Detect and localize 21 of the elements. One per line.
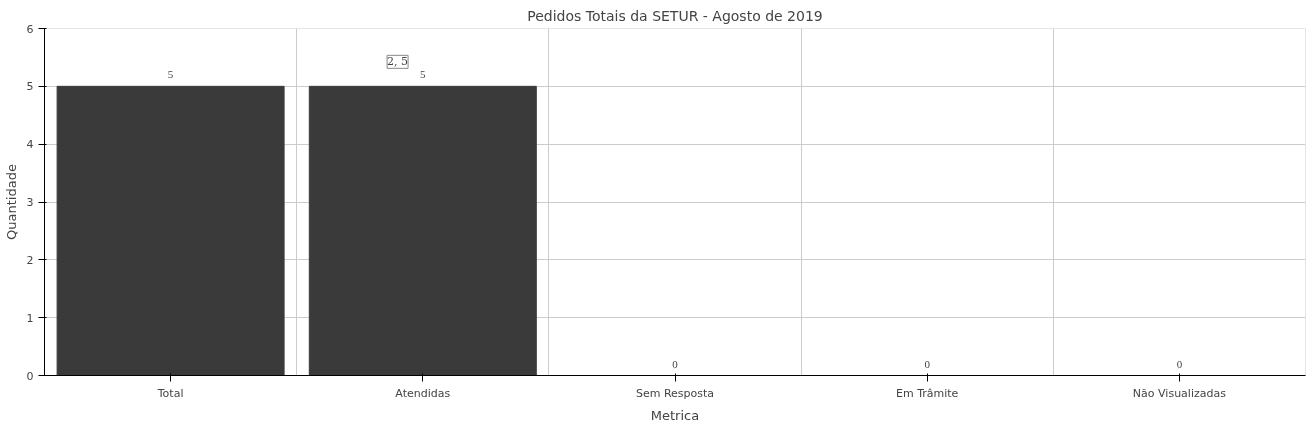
x-tick-label: Total bbox=[156, 386, 184, 400]
data-label: 0 bbox=[1176, 357, 1183, 370]
y-tick-label: 0 bbox=[26, 369, 34, 383]
y-tick-label: 5 bbox=[26, 80, 34, 94]
annotation: 2, 5 bbox=[387, 55, 409, 69]
x-tick-label: Atendidas bbox=[395, 386, 451, 400]
y-tick-label: 3 bbox=[26, 196, 34, 209]
x-tick-label: Em Trâmite bbox=[896, 386, 959, 400]
x-tick-label: Não Visualizadas bbox=[1132, 386, 1227, 400]
y-tick-label: 6 bbox=[26, 22, 34, 36]
y-tick-label: 2 bbox=[26, 253, 34, 267]
data-label: 5 bbox=[167, 68, 174, 81]
chart-title: Pedidos Totais da SETUR - Agosto de 2019 bbox=[527, 7, 823, 24]
x-axis-title: Metrica bbox=[650, 407, 700, 423]
data-label: 0 bbox=[924, 357, 931, 370]
data-label: 0 bbox=[672, 357, 679, 370]
x-tick-label: Sem Resposta bbox=[635, 386, 715, 400]
data-label: 5 bbox=[420, 68, 427, 81]
y-tick-label: 4 bbox=[26, 138, 34, 152]
y-axis-title: Quantidade bbox=[3, 164, 19, 240]
y-tick-label: 1 bbox=[26, 311, 34, 325]
